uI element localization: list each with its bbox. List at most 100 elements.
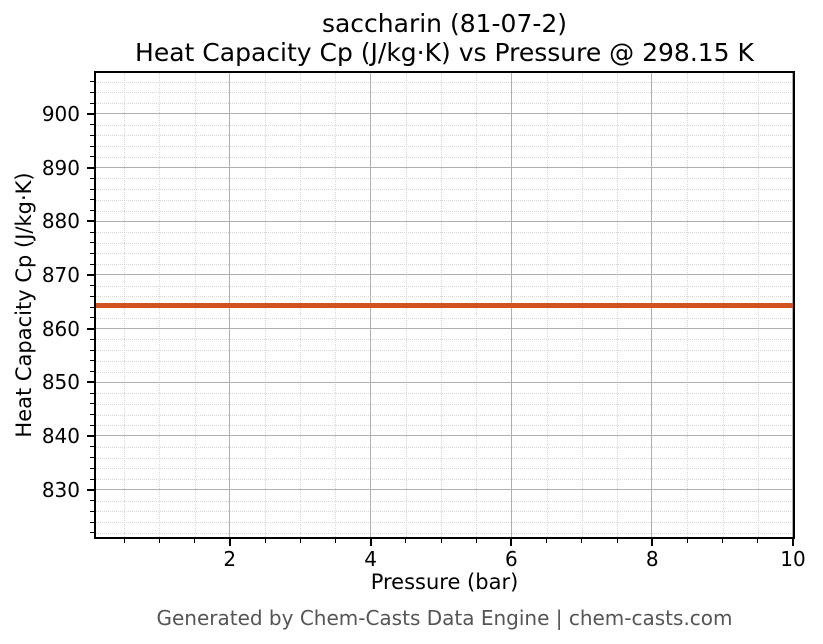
y-minor-tick (90, 371, 94, 373)
y-major-tick (87, 112, 94, 115)
gridline-y-minor (96, 468, 793, 470)
gridline-y-minor (96, 156, 793, 158)
gridline-y-minor (96, 307, 793, 309)
x-minor-tick (581, 539, 583, 543)
y-minor-tick (90, 134, 94, 136)
gridline-y-minor (96, 296, 793, 298)
x-minor-tick (440, 539, 442, 543)
gridline-y-minor (96, 457, 793, 459)
gridline-y-minor (96, 124, 793, 126)
gridline-y-minor (96, 317, 793, 319)
gridline-y-major (96, 113, 793, 115)
x-major-tick (228, 539, 231, 546)
y-tick-label: 830 (41, 477, 80, 502)
y-minor-tick (90, 446, 94, 448)
gridline-y-major (96, 220, 793, 222)
x-minor-tick (158, 539, 160, 543)
gridline-y-major (96, 166, 793, 168)
x-minor-tick (475, 539, 477, 543)
gridline-y-minor (96, 479, 793, 480)
x-minor-tick (616, 539, 618, 543)
y-minor-tick (90, 457, 94, 458)
gridline-y-minor (96, 522, 793, 523)
y-tick-label: 840 (41, 424, 80, 448)
gridline-y-major (96, 274, 793, 276)
y-minor-tick (90, 532, 94, 534)
x-major-tick (792, 539, 794, 546)
y-tick-label: 890 (41, 155, 80, 180)
gridline-y-minor (96, 232, 793, 233)
gridline-y-minor (96, 350, 793, 352)
gridline-y-major (96, 327, 793, 329)
gridline-y-minor (96, 253, 793, 255)
gridline-y-minor (96, 360, 793, 362)
y-minor-tick (90, 91, 94, 93)
y-major-tick (87, 488, 94, 491)
y-minor-tick (90, 500, 94, 501)
gridline-y-minor (96, 446, 793, 448)
gridline-y-major (96, 435, 793, 437)
x-minor-tick (722, 539, 724, 543)
x-minor-tick (686, 539, 688, 543)
x-major-tick (369, 539, 372, 546)
y-major-tick (87, 327, 94, 330)
y-minor-tick (90, 177, 94, 179)
x-axis-label: Pressure (bar) (370, 570, 519, 594)
y-minor-tick (90, 188, 94, 190)
y-minor-tick (90, 403, 94, 405)
y-tick-label: 860 (41, 316, 80, 341)
y-tick-label: 870 (41, 262, 80, 287)
chart-title-line1: saccharin (81-07-2) (321, 9, 568, 38)
gridline-y-minor (96, 425, 793, 427)
y-tick-label: 850 (41, 370, 80, 395)
gridline-y-minor (96, 371, 793, 373)
y-minor-tick (90, 231, 94, 233)
gridline-y-minor (96, 146, 793, 147)
x-tick-label: 2 (223, 547, 237, 571)
gridline-y-minor (96, 103, 793, 105)
y-minor-tick (90, 360, 94, 362)
gridline-y-minor (96, 92, 793, 94)
y-minor-tick (90, 510, 94, 512)
y-minor-tick (90, 102, 94, 104)
y-minor-tick (90, 199, 94, 201)
gridline-y-minor (96, 135, 793, 137)
gridline-y-major (96, 381, 793, 383)
gridline-y-minor (96, 403, 793, 405)
y-minor-tick (90, 424, 94, 426)
y-minor-tick (90, 145, 94, 147)
y-minor-tick (90, 478, 94, 480)
y-minor-tick (90, 156, 94, 158)
y-minor-tick (90, 285, 94, 287)
y-major-tick (87, 381, 94, 384)
y-minor-tick (90, 252, 94, 254)
gridline-y-minor (96, 511, 793, 513)
x-tick-label: 8 (645, 547, 659, 571)
y-minor-tick (90, 210, 94, 211)
x-minor-tick (334, 539, 336, 543)
y-minor-tick (90, 521, 94, 523)
gridline-y-minor (96, 178, 793, 180)
x-minor-tick (405, 539, 407, 543)
x-minor-tick (546, 539, 548, 543)
y-minor-tick (90, 338, 94, 340)
x-tick-label: 6 (505, 547, 518, 571)
chart-title-line2: Heat Capacity Cp (J/kg·K) vs Pressure @ … (135, 38, 754, 67)
x-major-tick (510, 539, 513, 546)
y-minor-tick (90, 295, 94, 297)
gridline-y-major (96, 489, 793, 490)
y-major-tick (87, 435, 94, 437)
y-minor-tick (90, 467, 94, 469)
x-minor-tick (264, 539, 266, 543)
gridline-y-minor (96, 264, 793, 266)
y-minor-tick (90, 124, 94, 126)
x-tick-label: 4 (364, 547, 377, 571)
gridline-y-minor (96, 189, 793, 190)
gridline-y-minor (96, 210, 793, 212)
chart-title: saccharin (81-07-2) Heat Capacity Cp (J/… (96, 9, 793, 67)
gridline-y-minor (96, 339, 793, 341)
y-major-tick (87, 220, 94, 223)
gridline-y-minor (96, 414, 793, 416)
gridline-y-minor (96, 393, 793, 395)
gridline-y-minor (96, 81, 793, 83)
